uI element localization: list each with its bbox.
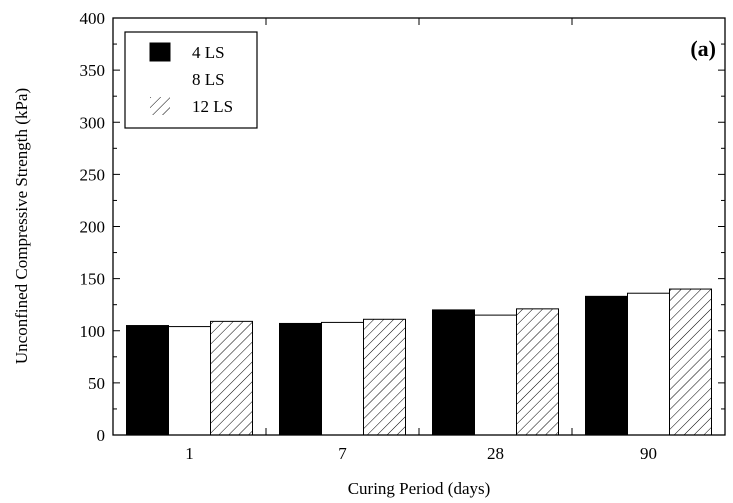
bar-8-ls-28	[474, 314, 517, 436]
bar-8-ls-90	[627, 292, 670, 436]
bar-4-ls-7	[279, 322, 322, 436]
bar-4-ls-28	[432, 309, 475, 436]
y-tick-label: 350	[80, 61, 106, 80]
bar-12-ls-7	[363, 318, 406, 436]
legend-items: 4 LS 8 LS 12 LS	[149, 42, 233, 116]
y-ticks: 0 50 100 150 200 250 300 350 400	[80, 9, 725, 445]
bar-8-ls-7	[321, 321, 364, 436]
y-tick-label: 200	[80, 218, 106, 237]
legend-swatch-4-ls	[149, 42, 171, 62]
bars-group	[126, 288, 712, 436]
y-tick-label: 0	[97, 426, 106, 445]
x-ticks: 1 7 28 90	[185, 18, 657, 463]
bar-12-ls-90	[669, 288, 712, 436]
legend-label: 4 LS	[192, 43, 225, 62]
x-tick-label: 1	[185, 444, 194, 463]
y-tick-label: 400	[80, 9, 106, 28]
x-tick-label: 28	[487, 444, 504, 463]
x-tick-label: 7	[338, 444, 347, 463]
y-axis-label: Unconfined Compressive Strength (kPa)	[12, 88, 31, 364]
legend-label: 12 LS	[192, 97, 233, 116]
legend-label: 8 LS	[192, 70, 225, 89]
legend: 4 LS 8 LS 12 LS	[124, 31, 258, 129]
x-tick-label: 90	[640, 444, 657, 463]
y-tick-label: 100	[80, 322, 106, 341]
bar-12-ls-28	[516, 308, 559, 436]
bar-8-ls-1	[168, 326, 211, 436]
y-tick-label: 250	[80, 165, 106, 184]
bar-4-ls-1	[126, 325, 169, 436]
y-tick-label: 50	[88, 374, 105, 393]
legend-swatch-8-ls	[150, 70, 170, 88]
legend-box	[124, 31, 258, 129]
legend-swatch-12-ls	[150, 97, 170, 115]
panel-label: (a)	[690, 36, 716, 61]
y-tick-label: 300	[80, 113, 106, 132]
x-axis-label: Curing Period (days)	[348, 479, 491, 498]
bar-12-ls-1	[210, 320, 253, 436]
bar-4-ls-90	[585, 295, 628, 436]
y-tick-label: 150	[80, 270, 106, 289]
